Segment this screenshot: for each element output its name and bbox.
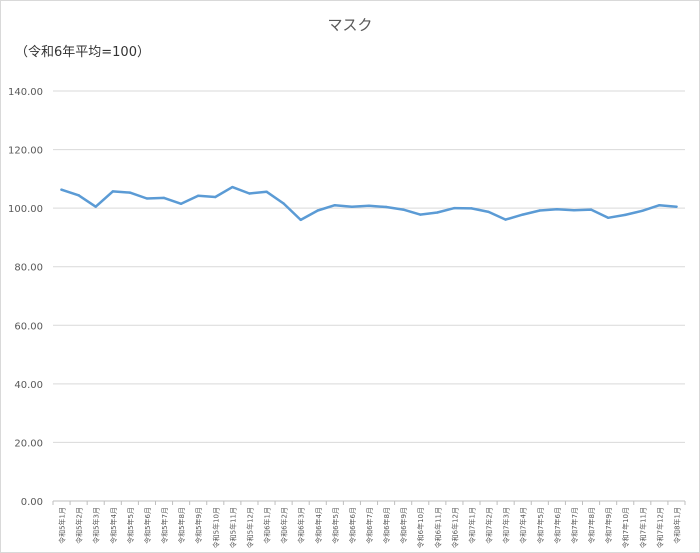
y-tick-label: 140.00 xyxy=(8,87,43,98)
x-tick-label: 令和6年1月 xyxy=(263,507,272,544)
series-line-group xyxy=(60,185,678,222)
y-tick-label: 0.00 xyxy=(21,497,43,508)
data-point xyxy=(60,188,63,191)
x-tick-label: 令和6年11月 xyxy=(433,507,442,548)
y-tick-label: 60.00 xyxy=(14,321,43,332)
data-point xyxy=(196,194,200,198)
x-tick-label: 令和6年9月 xyxy=(399,507,408,544)
data-point xyxy=(658,204,661,207)
x-tick-label: 令和5年6月 xyxy=(143,507,152,544)
x-tick-label: 令和5年5月 xyxy=(126,507,135,544)
x-tick-label: 令和6年2月 xyxy=(280,507,289,544)
data-point xyxy=(282,202,285,205)
x-tick-label: 令和5年10月 xyxy=(211,507,220,548)
data-point xyxy=(316,209,319,212)
data-point xyxy=(453,206,456,210)
y-tick-label: 40.00 xyxy=(14,380,43,391)
x-tick-label: 令和7年8月 xyxy=(587,507,596,544)
x-axis-ticks: 令和5年1月 令和5年2月 令和5年3月 令和5年4月 令和5年5月 令和5年6月 令和5年… xyxy=(52,501,686,548)
x-tick-label: 令和5年3月 xyxy=(92,507,101,544)
x-tick-label: 令和7年4月 xyxy=(519,507,528,544)
x-tick-label: 令和6年4月 xyxy=(314,507,323,544)
data-point xyxy=(436,211,439,214)
x-tick-label: 令和6年5月 xyxy=(331,507,340,544)
data-point xyxy=(350,205,354,208)
data-point xyxy=(606,216,610,220)
x-tick-label: 令和7年7月 xyxy=(570,507,579,544)
data-point xyxy=(538,209,542,212)
data-point xyxy=(521,213,524,216)
x-tick-label: 令和5年7月 xyxy=(160,507,169,544)
data-point xyxy=(675,205,678,208)
x-tick-label: 令和7年3月 xyxy=(502,507,511,544)
chart-title: マスク xyxy=(327,16,373,34)
x-tick-label: 令和6年7月 xyxy=(365,507,374,544)
x-tick-label: 令和7年9月 xyxy=(604,507,613,544)
data-point xyxy=(419,213,422,216)
data-point xyxy=(589,208,593,211)
x-tick-label: 令和5年1月 xyxy=(58,507,67,544)
data-point xyxy=(179,202,183,205)
data-point xyxy=(94,205,97,208)
x-tick-label: 令和7年6月 xyxy=(553,507,562,544)
data-point xyxy=(214,195,217,199)
data-point xyxy=(265,190,268,193)
data-point xyxy=(624,213,627,217)
data-point xyxy=(248,192,251,195)
data-point xyxy=(333,204,337,207)
unit-label: （令和6年平均=100） xyxy=(15,45,150,60)
x-tick-label: 令和6年8月 xyxy=(382,507,391,544)
data-point xyxy=(401,208,405,211)
x-tick-label: 令和5年11月 xyxy=(228,507,237,548)
data-point xyxy=(367,204,371,207)
y-tick-label: 80.00 xyxy=(14,263,43,274)
gridlines xyxy=(53,90,685,502)
x-tick-label: 令和5年4月 xyxy=(109,507,118,544)
data-point xyxy=(384,205,388,209)
data-point xyxy=(470,207,473,210)
x-tick-label: 令和7年11月 xyxy=(638,507,647,548)
y-tick-label: 100.00 xyxy=(8,204,43,215)
data-point xyxy=(77,194,80,197)
series-line xyxy=(60,185,678,222)
x-tick-label: 令和7年12月 xyxy=(655,507,664,548)
x-tick-label: 令和7年5月 xyxy=(536,507,545,544)
x-tick-label: 令和7年2月 xyxy=(485,507,494,544)
data-point xyxy=(111,190,114,193)
x-tick-label: 令和8年1月 xyxy=(672,507,681,544)
data-point xyxy=(555,208,559,211)
data-point xyxy=(487,210,490,214)
x-tick-label: 令和5年12月 xyxy=(245,507,254,548)
data-point xyxy=(572,208,576,212)
x-tick-label: 令和6年6月 xyxy=(348,507,357,544)
data-point xyxy=(299,218,302,222)
x-tick-label: 令和6年3月 xyxy=(297,507,306,544)
data-point xyxy=(128,191,132,194)
x-tick-label: 令和6年12月 xyxy=(450,507,459,548)
x-tick-label: 令和7年1月 xyxy=(467,507,476,544)
y-axis-ticks: 0.00 20.00 40.00 60.00 80.00 100.00 120.00 140.… xyxy=(8,87,43,508)
data-point xyxy=(162,196,166,200)
data-point xyxy=(145,197,149,200)
x-tick-label: 令和7年10月 xyxy=(621,507,630,548)
x-tick-label: 令和5年9月 xyxy=(194,507,203,544)
x-tick-label: 令和5年8月 xyxy=(177,507,186,544)
x-tick-label: 令和6年10月 xyxy=(416,507,425,548)
x-tick-label: 令和5年2月 xyxy=(75,507,84,544)
data-point xyxy=(504,218,507,221)
y-tick-label: 20.00 xyxy=(14,438,43,449)
y-tick-label: 120.00 xyxy=(8,146,43,157)
data-point xyxy=(641,209,644,212)
data-point xyxy=(231,185,234,189)
